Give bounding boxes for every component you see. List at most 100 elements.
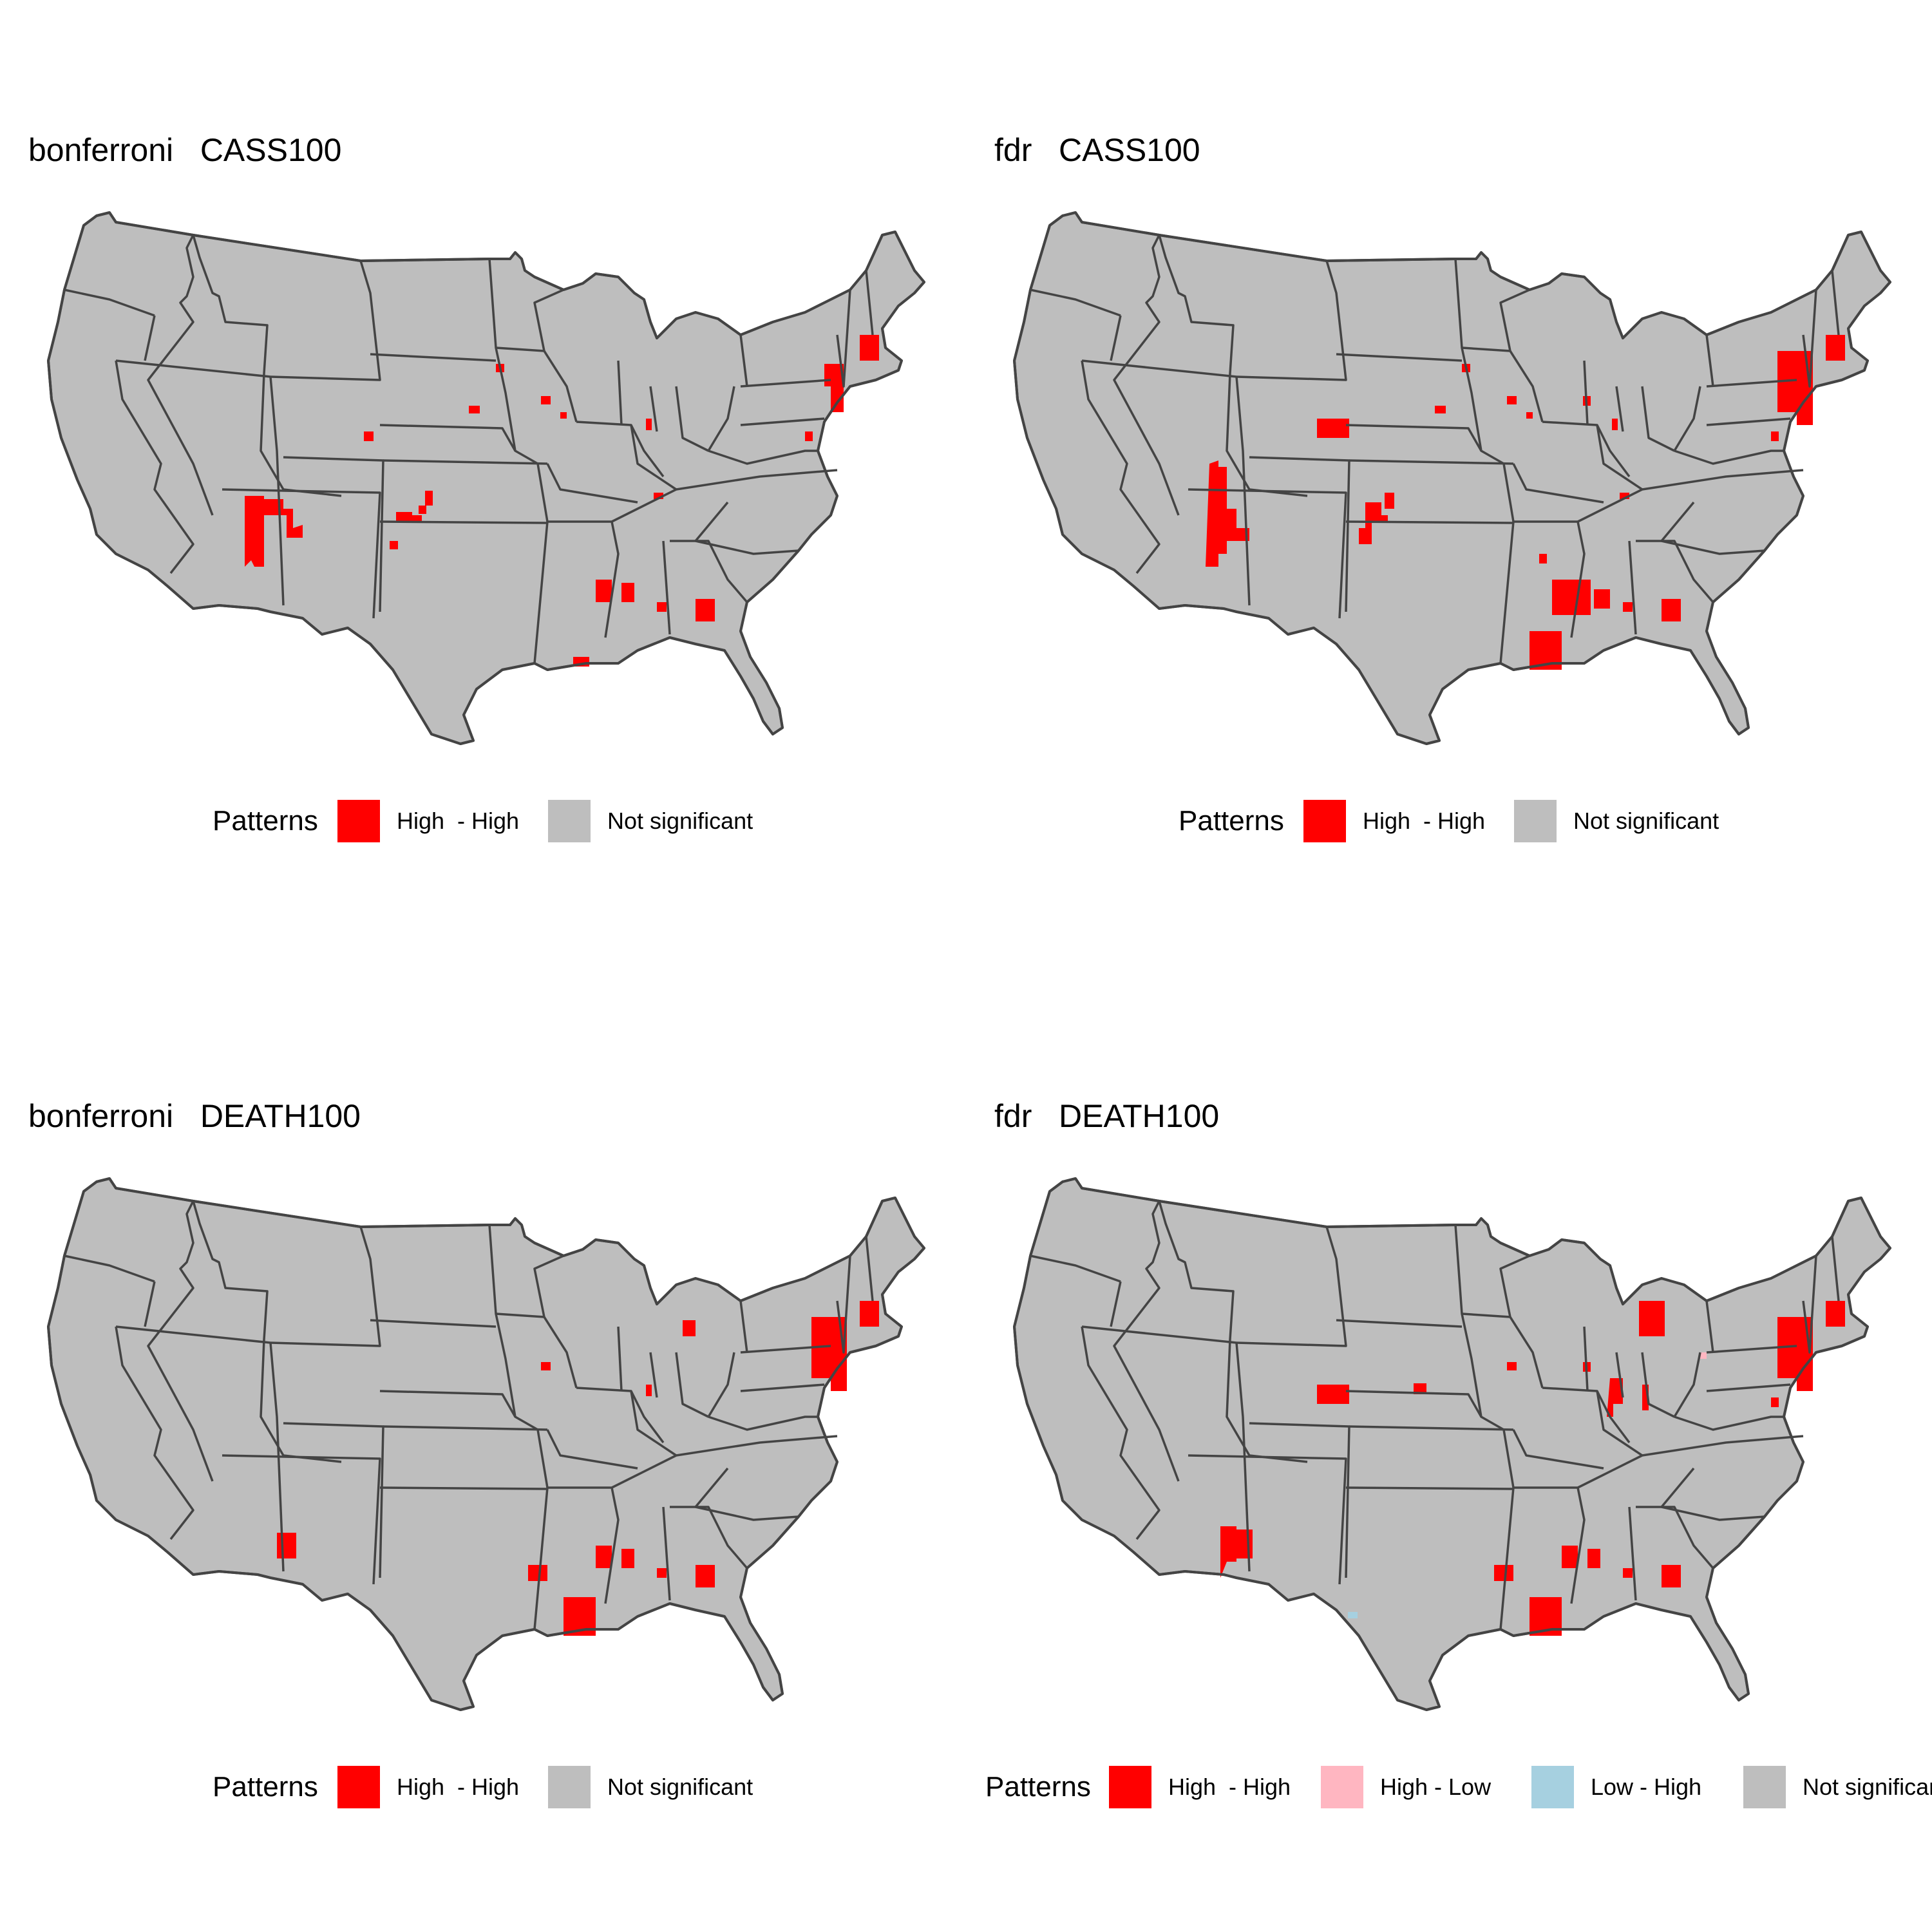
state-border-24	[1583, 1326, 1589, 1392]
state-border-20	[1661, 1506, 1765, 1521]
cluster-ne-e	[1526, 412, 1533, 419]
legend-title: Patterns	[1179, 805, 1284, 837]
state-border-11	[270, 260, 381, 381]
state-border-19	[670, 540, 748, 603]
cluster-ga-c	[696, 1565, 715, 1587]
legend-label: Not significant	[1803, 1774, 1932, 1800]
legend-swatch	[1531, 1766, 1574, 1808]
cluster-co-ne	[1317, 1385, 1349, 1404]
state-border-22	[533, 1255, 564, 1318]
state-border-22	[533, 289, 564, 352]
state-border-31	[1802, 289, 1817, 388]
cluster-al-c	[657, 1568, 667, 1578]
state-border-34	[708, 450, 818, 465]
legend-label: Low - High	[1591, 1774, 1702, 1800]
state-border-19	[1636, 540, 1714, 603]
state-border-24	[617, 360, 623, 426]
state-border-16	[1512, 1429, 1604, 1470]
legend-label: High - High	[1363, 808, 1486, 834]
legend-label: Not significant	[607, 808, 753, 834]
cluster-ms-c	[1562, 1546, 1600, 1568]
state-border-31	[836, 1255, 851, 1354]
state-border-6	[1235, 1342, 1251, 1572]
state-border-0	[192, 234, 342, 497]
legend-label: Not significant	[1573, 808, 1719, 834]
state-border-11	[270, 1226, 381, 1347]
state-border-9	[383, 459, 548, 465]
state-border-20	[695, 1506, 799, 1521]
legend-swatch	[548, 1766, 591, 1808]
legend-label: High - High	[397, 808, 520, 834]
state-border-24	[1583, 360, 1589, 426]
state-border-7	[1188, 1454, 1347, 1585]
cluster-ma-e	[1826, 1301, 1845, 1327]
legend-label: Not significant	[607, 1774, 753, 1800]
us-outline-border	[47, 1177, 925, 1711]
state-border-33	[1596, 1390, 1643, 1457]
state-border-3	[115, 1325, 271, 1344]
state-border-13	[1345, 1390, 1482, 1417]
cluster-ks-sw-big	[1359, 493, 1394, 544]
cluster-ia-c	[1507, 396, 1517, 404]
cluster-in-c-big	[1607, 1378, 1649, 1417]
state-border-21	[1461, 346, 1544, 422]
state-border-31	[1802, 1255, 1817, 1354]
state-border-23	[576, 1387, 665, 1444]
cluster-in-c	[646, 1385, 652, 1396]
state-border-16	[546, 1429, 638, 1470]
state-border-35	[1660, 1467, 1695, 1508]
state-border-20	[1661, 540, 1765, 555]
state-borders	[1030, 234, 1840, 664]
state-border-27	[1673, 1352, 1701, 1417]
us-county-map	[1013, 211, 1891, 745]
state-border-2	[115, 1326, 194, 1540]
state-border-3	[115, 359, 271, 378]
state-border-18	[662, 540, 671, 635]
cluster-ks-c	[1414, 1383, 1426, 1394]
legend-swatch	[1109, 1766, 1151, 1808]
legend-label: High - Low	[1380, 1774, 1492, 1800]
cluster-ia-c	[1507, 1362, 1517, 1370]
state-border-17	[604, 521, 620, 638]
cluster-nj-ny-big	[811, 1317, 847, 1391]
state-border-11	[1236, 1226, 1347, 1347]
state-border-15	[547, 1435, 838, 1489]
state-border-3	[1081, 1325, 1237, 1344]
state-border-19	[670, 1506, 748, 1569]
cluster-az-ne-strip-big	[1206, 460, 1249, 567]
state-border-22	[1499, 289, 1530, 352]
state-border-26	[1641, 1352, 1675, 1418]
cluster-ma-e	[1826, 335, 1845, 361]
cluster-md-e	[1771, 1397, 1779, 1407]
cluster-mi-se	[683, 1320, 696, 1336]
state-border-33	[1596, 424, 1643, 491]
cluster-nm-nw	[277, 1533, 296, 1558]
cluster-ia-c	[541, 396, 551, 404]
state-border-35	[1660, 501, 1695, 542]
cluster-pa-w-highlow	[1700, 1352, 1707, 1359]
state-border-30	[739, 1300, 748, 1353]
panel-title: bonferroni DEATH100	[28, 1098, 361, 1134]
legend-swatch	[1514, 800, 1557, 842]
cluster-ga-c	[1662, 599, 1681, 621]
state-border-15	[1513, 1435, 1804, 1489]
state-border-28	[740, 379, 831, 388]
state-border-32	[1831, 1236, 1840, 1302]
state-border-10	[1345, 520, 1514, 524]
state-border-35	[694, 501, 729, 542]
state-border-2	[1081, 360, 1160, 574]
state-border-2	[115, 360, 194, 574]
state-border-12	[370, 1319, 497, 1328]
state-border-1	[147, 234, 214, 516]
state-border-19	[1636, 1506, 1714, 1569]
state-border-29	[1706, 417, 1791, 426]
legend-label: High - High	[397, 1774, 520, 1800]
state-border-15	[1513, 469, 1804, 523]
cluster-ms-c	[596, 1546, 634, 1568]
state-border-27	[707, 386, 735, 451]
cluster-ms-c-big	[1552, 580, 1610, 615]
state-border-10	[379, 520, 548, 524]
state-border-12	[1336, 1319, 1463, 1328]
state-border-21	[495, 1312, 578, 1388]
state-border-5	[144, 315, 156, 361]
